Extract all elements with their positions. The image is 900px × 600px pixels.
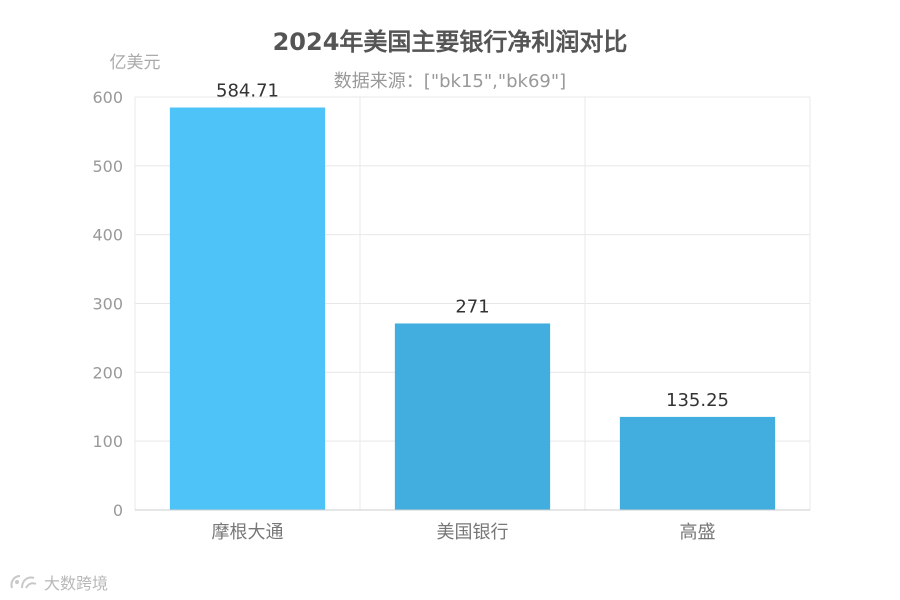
x-category-label: 摩根大通 bbox=[212, 522, 284, 543]
chart-title: 2024年美国主要银行净利润对比 bbox=[273, 28, 628, 56]
bars bbox=[169, 107, 776, 510]
bar-1 bbox=[169, 107, 326, 510]
y-tick-label: 400 bbox=[92, 226, 123, 245]
brand-logo-icon bbox=[10, 575, 37, 589]
data-label: 271 bbox=[455, 296, 489, 317]
data-label: 584.71 bbox=[216, 81, 279, 102]
data-label: 135.25 bbox=[666, 390, 729, 411]
x-category-label: 美国银行 bbox=[437, 522, 509, 543]
x-category-label: 高盛 bbox=[680, 522, 716, 543]
bar-2 bbox=[394, 323, 551, 510]
data-labels: 584.71 271 135.25 bbox=[216, 81, 729, 411]
watermark: 大数跨境 bbox=[8, 570, 108, 594]
axes: 0 100 200 300 400 500 600 摩根大通 美国银行 高盛 bbox=[92, 88, 810, 543]
y-tick-label: 500 bbox=[92, 157, 123, 176]
y-axis-unit-label: 亿美元 bbox=[110, 53, 161, 73]
y-tick-label: 300 bbox=[92, 295, 123, 314]
bar-3 bbox=[619, 416, 776, 510]
y-tick-label: 100 bbox=[92, 432, 123, 451]
y-tick-label: 0 bbox=[113, 501, 123, 520]
chart-subtitle: 数据来源：["bk15","bk69"] bbox=[334, 71, 566, 92]
y-tick-label: 200 bbox=[92, 363, 123, 382]
watermark-text: 大数跨境 bbox=[44, 574, 109, 593]
y-tick-label: 600 bbox=[92, 88, 123, 107]
